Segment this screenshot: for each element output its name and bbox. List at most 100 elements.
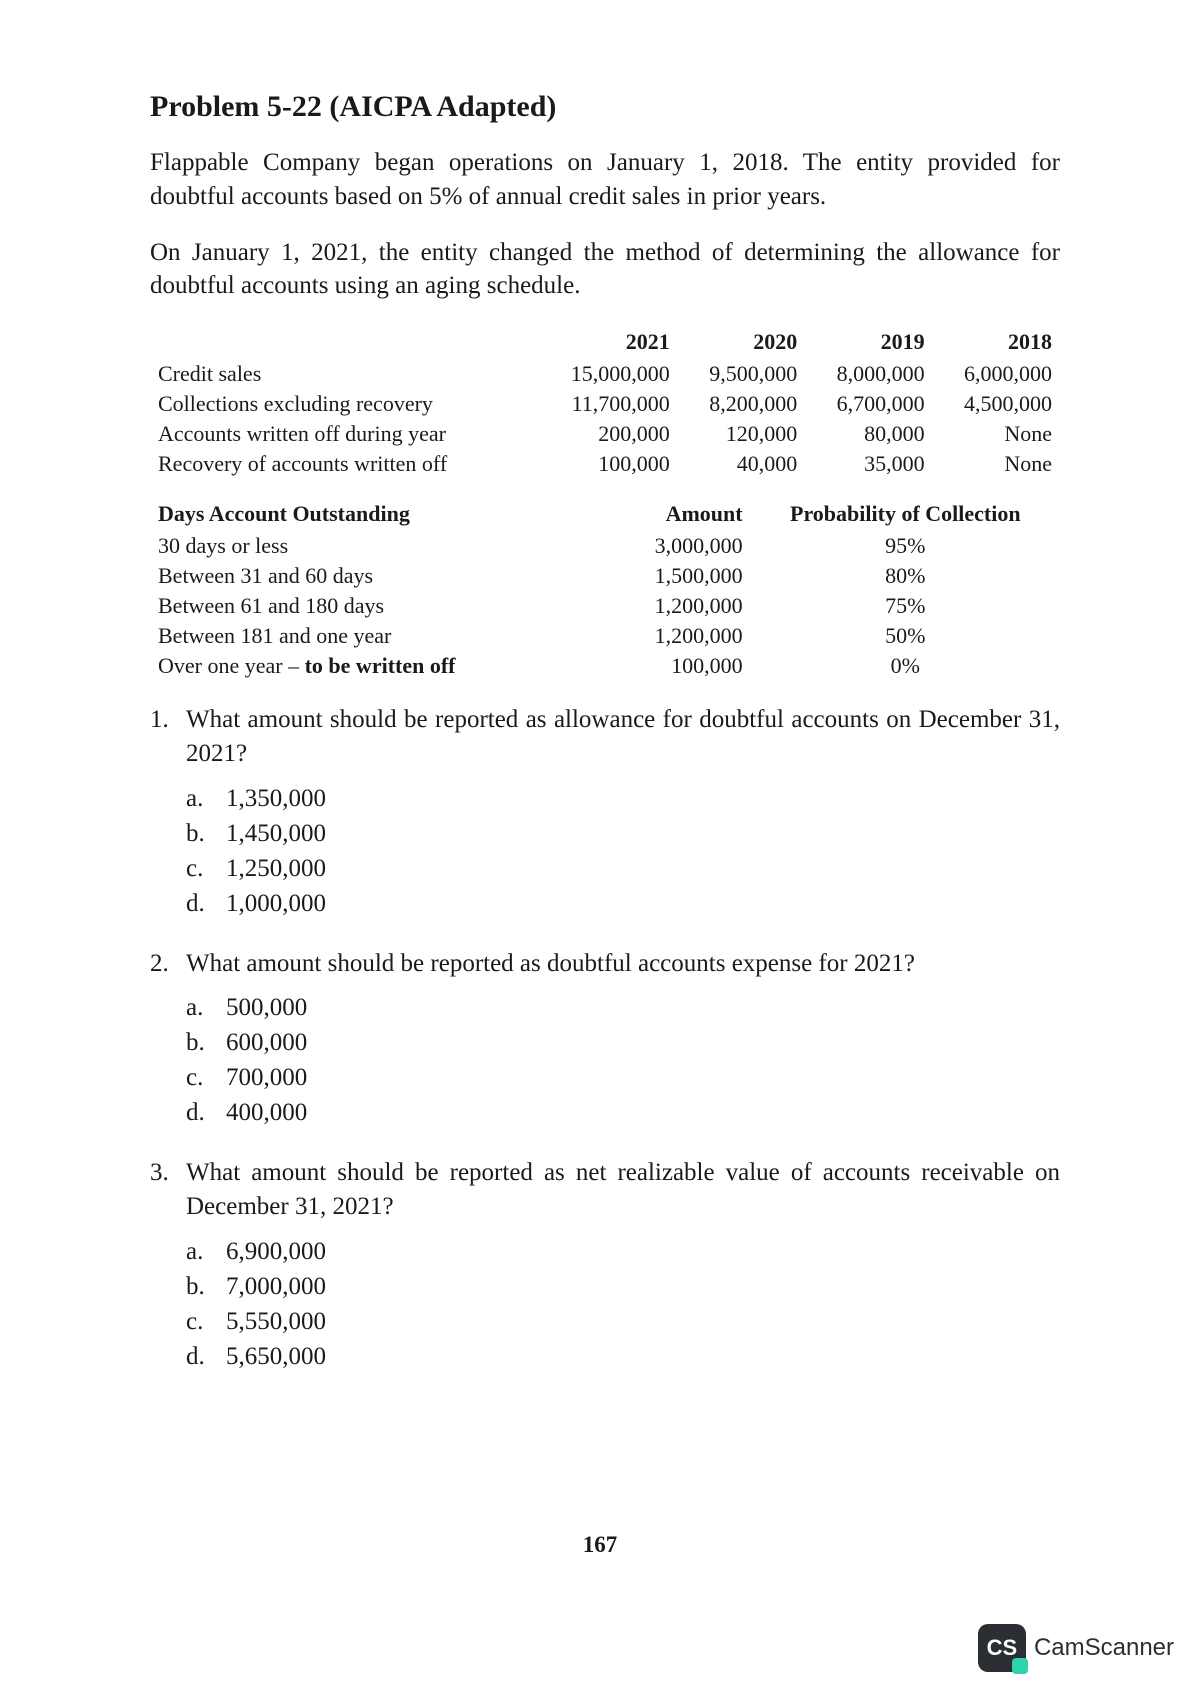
option-letter: b.: [186, 1025, 226, 1060]
option-value: 1,450,000: [226, 816, 326, 851]
aging-row: Between 61 and 180 days1,200,00075%: [150, 591, 1060, 621]
table-row: Accounts written off during year200,0001…: [150, 419, 1060, 449]
option-row: b.600,000: [186, 1025, 1060, 1060]
table-cell: 9,500,000: [678, 359, 805, 389]
question-block: 1.What amount should be reported as allo…: [150, 703, 1060, 921]
table-cell: 6,000,000: [933, 359, 1060, 389]
th-2021: 2021: [550, 325, 677, 359]
table-cell: Credit sales: [150, 359, 550, 389]
option-value: 1,250,000: [226, 851, 326, 886]
table-cell: 11,700,000: [550, 389, 677, 419]
option-row: d.400,000: [186, 1095, 1060, 1130]
option-letter: a.: [186, 990, 226, 1025]
camscanner-badge-icon: CS: [978, 1624, 1026, 1672]
aging-amount: 3,000,000: [569, 531, 751, 561]
aging-header-row: Days Account Outstanding Amount Probabil…: [150, 497, 1060, 531]
table-header-row: 2021 2020 2019 2018: [150, 325, 1060, 359]
aging-probability: 0%: [751, 651, 1060, 681]
th-2019: 2019: [805, 325, 932, 359]
option-letter: d.: [186, 1095, 226, 1130]
table-cell: None: [933, 419, 1060, 449]
option-letter: b.: [186, 816, 226, 851]
question-number: 1.: [150, 703, 186, 771]
option-letter: c.: [186, 1304, 226, 1339]
option-letter: b.: [186, 1269, 226, 1304]
aging-amount: 1,200,000: [569, 621, 751, 651]
option-row: c.5,550,000: [186, 1304, 1060, 1339]
question-block: 3.What amount should be reported as net …: [150, 1156, 1060, 1374]
option-letter: d.: [186, 1339, 226, 1374]
option-value: 700,000: [226, 1060, 307, 1095]
table-cell: 6,700,000: [805, 389, 932, 419]
options-list: a.1,350,000b.1,450,000c.1,250,000d.1,000…: [186, 781, 1060, 921]
table-cell: 200,000: [550, 419, 677, 449]
option-row: a.6,900,000: [186, 1234, 1060, 1269]
question-number: 2.: [150, 947, 186, 981]
aging-probability: 80%: [751, 561, 1060, 591]
aging-amount: 1,500,000: [569, 561, 751, 591]
aging-row: Between 31 and 60 days1,500,00080%: [150, 561, 1060, 591]
option-value: 400,000: [226, 1095, 307, 1130]
option-value: 5,550,000: [226, 1304, 326, 1339]
option-value: 1,350,000: [226, 781, 326, 816]
table-row: Recovery of accounts written off100,0004…: [150, 449, 1060, 479]
table-row: Collections excluding recovery11,700,000…: [150, 389, 1060, 419]
option-row: d.5,650,000: [186, 1339, 1060, 1374]
table-cell: None: [933, 449, 1060, 479]
options-list: a.6,900,000b.7,000,000c.5,550,000d.5,650…: [186, 1234, 1060, 1374]
option-letter: c.: [186, 851, 226, 886]
aging-table: Days Account Outstanding Amount Probabil…: [150, 497, 1060, 681]
aging-label: Between 61 and 180 days: [150, 591, 569, 621]
question-text: What amount should be reported as allowa…: [186, 703, 1060, 771]
table-cell: 8,000,000: [805, 359, 932, 389]
question-number: 3.: [150, 1156, 186, 1224]
table-cell: 15,000,000: [550, 359, 677, 389]
paragraph-2: On January 1, 2021, the entity changed t…: [150, 236, 1060, 304]
table-cell: 100,000: [550, 449, 677, 479]
aging-row: 30 days or less3,000,00095%: [150, 531, 1060, 561]
page-number: 167: [0, 1532, 1200, 1558]
aging-amount: 100,000: [569, 651, 751, 681]
table-cell: 4,500,000: [933, 389, 1060, 419]
camscanner-watermark: CS CamScanner: [978, 1624, 1174, 1672]
aging-amount: 1,200,000: [569, 591, 751, 621]
aging-probability: 95%: [751, 531, 1060, 561]
option-row: c.700,000: [186, 1060, 1060, 1095]
aging-label: Between 181 and one year: [150, 621, 569, 651]
problem-title: Problem 5-22 (AICPA Adapted): [150, 90, 1060, 124]
option-value: 6,900,000: [226, 1234, 326, 1269]
option-value: 600,000: [226, 1025, 307, 1060]
question-text: What amount should be reported as doubtf…: [186, 947, 1060, 981]
table-cell: Recovery of accounts written off: [150, 449, 550, 479]
question-text: What amount should be reported as net re…: [186, 1156, 1060, 1224]
table-cell: 120,000: [678, 419, 805, 449]
option-letter: d.: [186, 886, 226, 921]
option-row: c.1,250,000: [186, 851, 1060, 886]
option-row: a.1,350,000: [186, 781, 1060, 816]
th-probability: Probability of Collection: [751, 497, 1060, 531]
option-value: 7,000,000: [226, 1269, 326, 1304]
table-cell: 35,000: [805, 449, 932, 479]
aging-label: Over one year – to be written off: [150, 651, 569, 681]
aging-row: Over one year – to be written off100,000…: [150, 651, 1060, 681]
aging-row: Between 181 and one year1,200,00050%: [150, 621, 1060, 651]
th-blank: [150, 325, 550, 359]
option-value: 1,000,000: [226, 886, 326, 921]
paragraph-1: Flappable Company began operations on Ja…: [150, 146, 1060, 214]
option-row: b.7,000,000: [186, 1269, 1060, 1304]
question-block: 2.What amount should be reported as doub…: [150, 947, 1060, 1131]
option-letter: c.: [186, 1060, 226, 1095]
option-row: b.1,450,000: [186, 816, 1060, 851]
table-cell: Collections excluding recovery: [150, 389, 550, 419]
camscanner-label: CamScanner: [1034, 1634, 1174, 1662]
option-row: a.500,000: [186, 990, 1060, 1025]
table-cell: 40,000: [678, 449, 805, 479]
aging-probability: 50%: [751, 621, 1060, 651]
aging-label: 30 days or less: [150, 531, 569, 561]
option-letter: a.: [186, 1234, 226, 1269]
options-list: a.500,000b.600,000c.700,000d.400,000: [186, 990, 1060, 1130]
aging-title: Days Account Outstanding: [150, 497, 569, 531]
option-value: 500,000: [226, 990, 307, 1025]
table-row: Credit sales15,000,0009,500,0008,000,000…: [150, 359, 1060, 389]
data-table-years: 2021 2020 2019 2018 Credit sales15,000,0…: [150, 325, 1060, 479]
